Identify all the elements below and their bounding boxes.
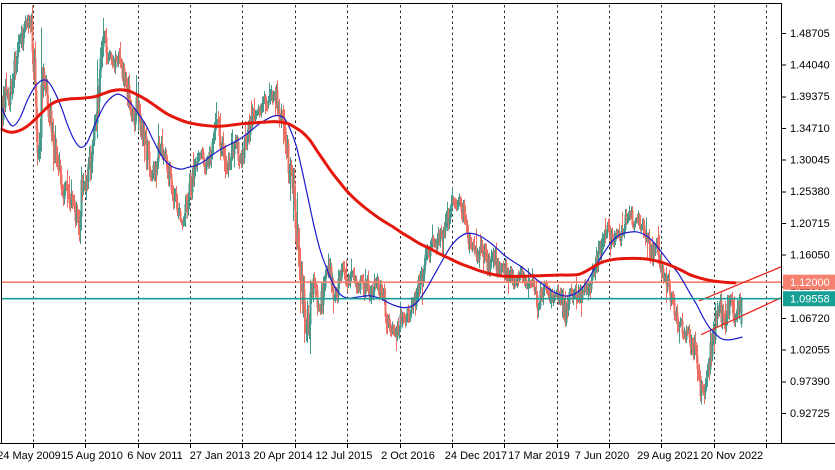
time-axis[interactable]: 24 May 2009 15 Aug 2010 6 Nov 2011 27 Jan 2… — [0, 443, 767, 462]
x-axis-label: 27 Jan 2013 — [190, 450, 251, 462]
x-axis-label: 29 Aug 2021 — [637, 450, 699, 462]
y-axis-label: 0.92725 — [790, 408, 830, 420]
x-axis-label: 24 May 2009 — [0, 450, 61, 462]
y-axis-label: 1.30045 — [790, 154, 830, 166]
x-axis-label: 24 Dec 2017 — [445, 450, 507, 462]
channel-lower-trendline[interactable] — [700, 296, 783, 336]
channel-upper-trendline[interactable] — [698, 265, 783, 302]
y-axis-label: 1.44040 — [790, 59, 830, 71]
y-axis-label: 1.34710 — [790, 123, 830, 135]
slow-ma-line[interactable] — [0, 88, 737, 285]
x-axis-label: 20 Nov 2022 — [701, 450, 763, 462]
y-axis-label: 1.20715 — [790, 218, 830, 230]
y-axis-label: 1.06720 — [790, 313, 830, 325]
price-tag-label: 1.09558 — [790, 294, 830, 306]
y-axis-label: 1.02055 — [790, 344, 830, 356]
x-axis-label: 17 Mar 2019 — [508, 450, 570, 462]
x-axis-label: 20 Apr 2014 — [253, 450, 312, 462]
x-axis-label: 12 Jul 2015 — [316, 450, 373, 462]
y-axis-label: 1.48705 — [790, 28, 830, 40]
vertical-gridlines — [33, 5, 767, 443]
x-axis-label: 6 Nov 2011 — [127, 450, 182, 462]
trend-channel[interactable] — [698, 265, 783, 336]
y-axis-label: 1.39375 — [790, 91, 830, 103]
price-tags: 1.12000 1.09558 — [783, 274, 835, 307]
x-axis-label: 2 Oct 2016 — [381, 450, 435, 462]
y-axis-label: 1.25380 — [790, 186, 830, 198]
price-axis[interactable]: 1.48705 1.44040 1.39375 1.34710 1.30045 1.253… — [781, 28, 830, 420]
price-tag-box — [783, 291, 835, 307]
candlestick-series — [1, 5, 743, 405]
fast-ma-line[interactable] — [1, 79, 743, 341]
y-axis-label: 1.16050 — [790, 249, 830, 261]
price-tag-box — [783, 274, 835, 290]
x-axis-label: 15 Aug 2010 — [61, 450, 123, 462]
x-axis-label: 7 Jun 2020 — [575, 450, 629, 462]
y-axis-label: 0.97390 — [790, 376, 830, 388]
price-tag-label: 1.12000 — [790, 277, 830, 289]
